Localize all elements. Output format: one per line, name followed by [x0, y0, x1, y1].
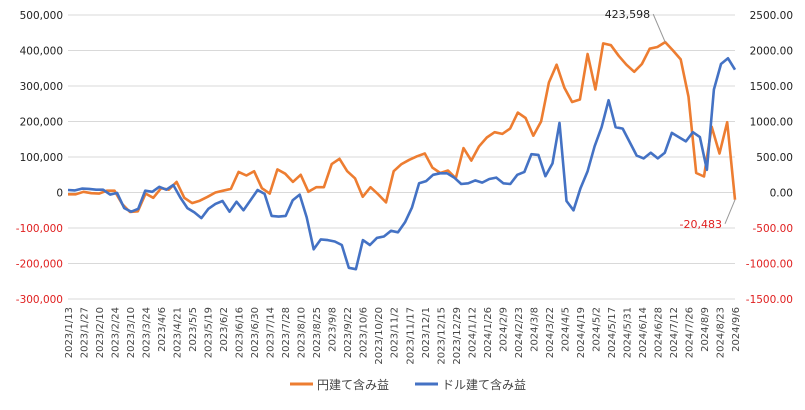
- x-tick-label: 2023/4/21: [173, 307, 184, 358]
- x-tick-label: 2024/9/6: [731, 307, 742, 352]
- x-tick-label: 2023/2/24: [111, 307, 122, 358]
- series-layer: [67, 40, 737, 271]
- x-tick-label: 2023/1/27: [80, 307, 91, 358]
- x-tick-label: 2024/1/12: [467, 307, 478, 358]
- x-tick-label: 2023/9/8: [328, 307, 339, 352]
- x-tick-label: 2023/10/6: [359, 307, 370, 358]
- x-tick-label: 2024/4/19: [576, 307, 587, 358]
- right-tick-label: -500.00: [752, 223, 793, 235]
- left-tick-label: -300,000: [16, 294, 63, 306]
- right-tick-label: 500.00: [756, 152, 793, 164]
- annotations: 423,598 -20,483: [605, 8, 736, 231]
- legend-label-usd: ドル建て含み益: [442, 377, 526, 392]
- series-line-yen: [68, 40, 737, 214]
- x-tick-label: 2024/8/23: [715, 307, 726, 358]
- x-tick-label: 2024/5/17: [607, 307, 618, 358]
- x-tick-label: 2024/5/2: [591, 307, 602, 352]
- x-tick-label: 2024/8/9: [700, 307, 711, 352]
- left-tick-label: 500,000: [20, 10, 63, 22]
- series-line-usd: [67, 56, 737, 271]
- x-tick-label: 2023/7/28: [281, 307, 292, 358]
- x-axis: 2023/1/13 2023/1/27 2023/2/10 2023/2/24 2023…: [64, 307, 742, 365]
- x-tick-label: 2024/2/9: [498, 307, 509, 352]
- x-tick-label: 2023/12/15: [436, 307, 447, 365]
- x-tick-label: 2023/4/6: [157, 307, 168, 352]
- x-tick-label: 2023/7/14: [266, 307, 277, 358]
- annotation-max-leader: [652, 13, 666, 43]
- x-tick-label: 2023/12/1: [421, 307, 432, 358]
- annotation-last-label: -20,483: [680, 218, 722, 231]
- x-tick-label: 2023/5/19: [204, 307, 215, 358]
- right-tick-label: 1500.00: [750, 81, 793, 93]
- right-tick-label: -1500.00: [746, 294, 793, 306]
- right-tick-label: 2000.00: [750, 46, 793, 58]
- grid-lines: [68, 14, 735, 300]
- x-tick-label: 2023/11/2: [390, 307, 401, 358]
- x-tick-label: 2024/7/12: [669, 307, 680, 358]
- x-tick-label: 2024/4/5: [560, 307, 571, 352]
- x-tick-label: 2024/2/23: [514, 307, 525, 358]
- x-tick-label: 2023/3/10: [126, 307, 137, 358]
- legend-label-yen: 円建て含み益: [317, 377, 389, 392]
- legend: 円建て含み益 ドル建て含み益: [290, 377, 526, 392]
- right-tick-label: -1000.00: [746, 259, 793, 271]
- right-tick-label: 2500.00: [750, 10, 793, 22]
- x-tick-label: 2024/1/26: [483, 307, 494, 358]
- x-tick-label: 2024/5/31: [622, 307, 633, 358]
- x-tick-label: 2023/6/30: [250, 307, 261, 358]
- left-tick-label: -100,000: [16, 223, 63, 235]
- right-tick-label: 1000.00: [750, 117, 793, 129]
- x-tick-label: 2023/12/29: [452, 307, 463, 365]
- x-tick-label: 2023/1/13: [64, 307, 75, 358]
- x-tick-label: 2024/6/28: [653, 307, 664, 358]
- left-tick-label: 400,000: [20, 46, 63, 58]
- x-tick-label: 2023/2/10: [95, 307, 106, 358]
- x-tick-label: 2024/7/26: [684, 307, 695, 358]
- annotation-last-leader: [724, 199, 736, 224]
- left-y-axis: -300,000 -200,000 -100,000 0 100,000 200,000 3…: [16, 10, 63, 306]
- left-tick-label: 0: [56, 188, 63, 200]
- x-tick-label: 2023/8/25: [312, 307, 323, 358]
- x-tick-label: 2023/5/5: [188, 307, 199, 352]
- x-tick-label: 2023/8/10: [297, 307, 308, 358]
- left-tick-label: -200,000: [16, 259, 63, 271]
- left-tick-label: 300,000: [20, 81, 63, 93]
- x-tick-label: 2024/3/8: [529, 307, 540, 352]
- x-tick-label: 2023/6/16: [235, 307, 246, 358]
- right-tick-label: 0.00: [770, 188, 793, 200]
- x-tick-label: 2023/3/24: [142, 307, 153, 358]
- x-tick-label: 2024/3/22: [545, 307, 556, 358]
- x-tick-label: 2023/10/20: [374, 307, 385, 365]
- x-tick-label: 2023/11/17: [405, 307, 416, 365]
- x-tick-label: 2024/6/14: [638, 307, 649, 358]
- left-tick-label: 100,000: [20, 152, 63, 164]
- x-tick-label: 2023/6/2: [219, 307, 230, 352]
- left-tick-label: 200,000: [20, 117, 63, 129]
- right-y-axis: -1500.00 -1000.00 -500.00 0.00 500.00 1000.00…: [746, 10, 793, 306]
- annotation-max-label: 423,598: [605, 8, 651, 21]
- x-tick-label: 2023/9/22: [343, 307, 354, 358]
